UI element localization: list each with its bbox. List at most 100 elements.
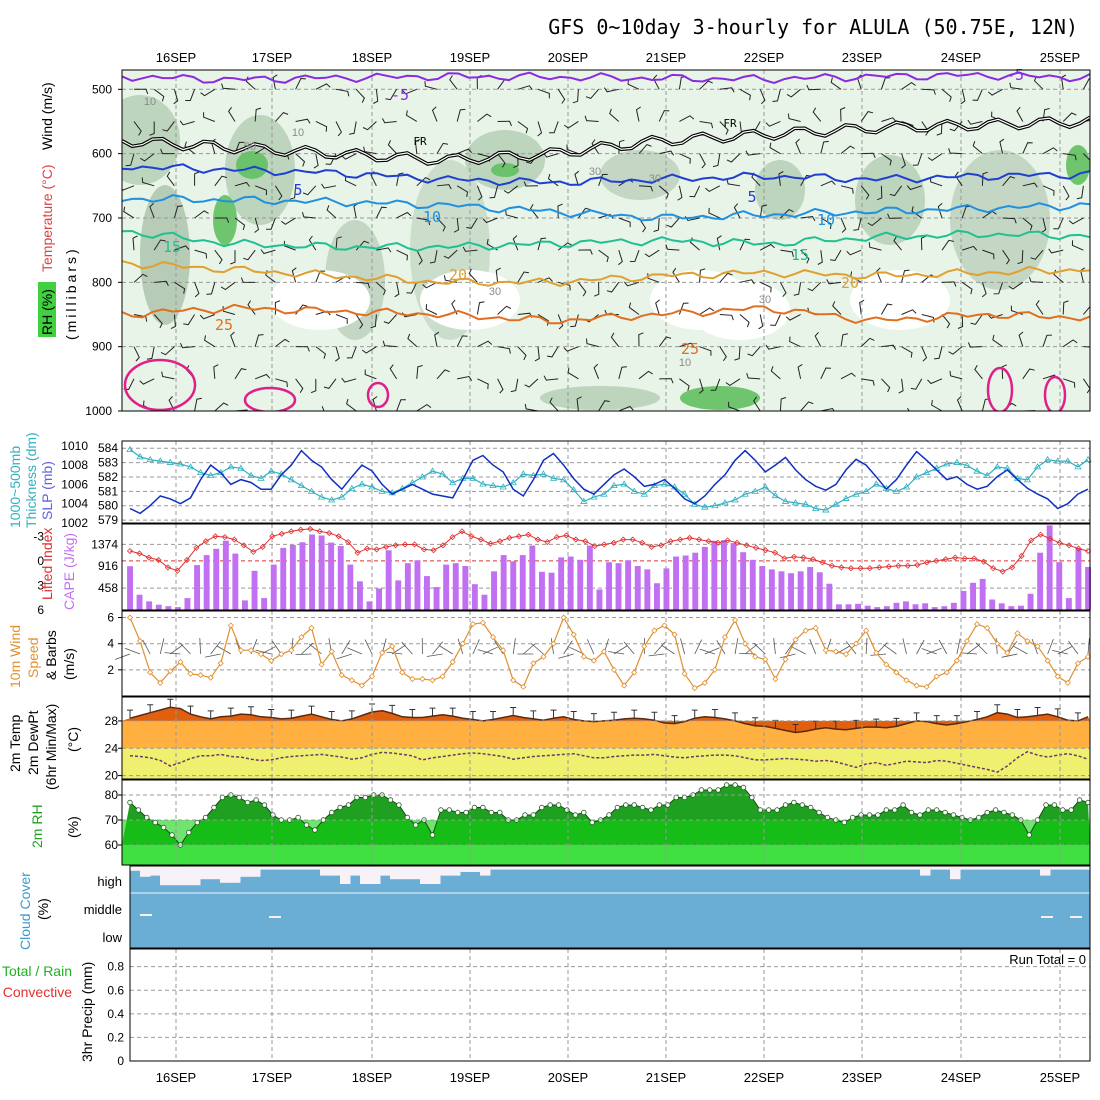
li-point [677,536,684,543]
wind-barb [898,378,904,394]
rh-point [732,782,738,788]
wind-barb [457,375,473,381]
wind-speed-point [439,673,446,680]
wind-barb [462,246,478,252]
cape-bar [309,534,315,610]
isotherm-label: 5 [747,188,756,206]
panel-frame [121,779,1091,866]
wind-speed-point [207,674,214,681]
wind-barb [765,121,781,127]
bottom-date-16sep: 16SEP [156,1070,196,1085]
wind-barb [214,402,229,411]
rh-point [152,819,158,826]
thickness-point [922,468,931,476]
cape-bar [519,555,526,610]
cloud-high-gap [970,866,981,870]
rh-point [950,812,957,818]
wind-barb [194,249,208,259]
wind-speed-point [489,634,497,641]
wind-barb [598,213,614,219]
wind-barb [503,185,519,194]
cape-bar [146,601,153,610]
cloud-high-gap [820,866,831,870]
wind-speed-point [621,682,628,689]
li-point [961,555,968,562]
temp-errorbar [994,704,1001,713]
wind-barb [618,366,627,379]
wind-barb [416,176,431,187]
rh-point [883,807,889,813]
wind-barb [547,173,559,187]
wind-barb [497,410,498,411]
cloud-high-gap [270,866,281,870]
thickness-point [791,499,800,506]
precip-grid [130,949,1090,1061]
cape-bar [634,566,641,610]
wind-barb [456,335,468,347]
thickness-point [660,480,669,487]
wind-barb [133,273,148,283]
wind-barb [274,300,281,315]
rh-point [194,819,200,826]
wind-barb [972,89,983,101]
wind-speed-point [126,614,134,621]
cloud-high-gap [950,866,961,880]
cape-bar [548,572,555,610]
cape-bar [184,598,191,610]
wind-barb [624,281,640,287]
temp-axis: 28 24 20 [105,714,122,783]
cape-bar [395,580,402,610]
thickness-point [983,471,991,478]
wind-barb [534,346,540,362]
wind-speed-point [923,683,930,690]
li-point [933,557,940,564]
rh-point [749,794,755,801]
wind-barb [221,83,236,90]
wind-barb [867,217,882,227]
temp-errorbar [530,710,537,719]
y-tick-label: 500 [92,82,112,96]
wind-barb [275,410,276,411]
bottom-date-19sep: 19SEP [450,1070,490,1085]
cloud-high-gap [1020,866,1031,870]
cloud-high-gap [380,866,391,876]
cloud-high-gap [370,866,381,884]
surface-barb [308,643,322,655]
li-point [288,528,295,535]
li-point [506,534,513,541]
wind-barb [974,364,983,380]
li-point [639,539,646,546]
li-point [307,525,314,532]
rh-point [942,809,948,816]
thickness-point [862,487,870,494]
cloud-high-gap [180,866,191,886]
wind-barb [1022,142,1033,154]
surface-barb [956,638,961,655]
wind-barb [291,267,297,283]
wind-barb [214,175,227,187]
surface-barb [961,652,978,655]
wind-barb [1022,368,1035,380]
wind-barb [1062,185,1070,201]
cape-bar [912,604,919,610]
temp-errorbar [308,705,315,715]
wind-speed-point [227,622,234,629]
rh-point [312,827,318,833]
surface-barb [654,641,666,655]
cape-bar [270,564,277,610]
wind-barb [961,281,973,295]
surface-barb [124,647,141,655]
precip-axis: 0.8 0.6 0.4 0.2 0 [107,960,124,1068]
wind-barb [572,89,579,104]
wind-barb [901,346,913,358]
wind-barb [826,279,842,285]
wind-barb [381,118,397,124]
cloud-high-gap [860,866,871,870]
cloud-high-gap [1040,866,1051,876]
isotherm-label: -5 [1006,66,1024,84]
wind-barb [1016,106,1024,122]
li-point [743,542,750,549]
cloud-middle-gap [269,916,281,918]
cloud-high-gap [850,866,861,870]
